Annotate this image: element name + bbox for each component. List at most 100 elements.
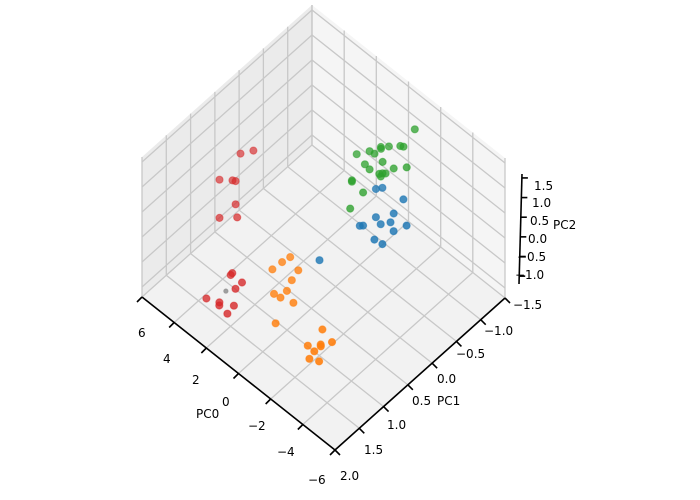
x-tick-label: 0 <box>222 395 230 409</box>
x-tick-label: 2 <box>192 373 200 387</box>
y-tick-label: 2.0 <box>340 469 359 483</box>
data-point <box>396 141 405 151</box>
data-point <box>303 341 312 350</box>
data-point <box>384 142 393 151</box>
z-grid-line <box>141 34 506 189</box>
data-point <box>231 200 240 209</box>
y-axis-label: PC1 <box>437 394 460 408</box>
z-tick-label: −1.0 <box>515 268 544 282</box>
data-point <box>229 301 238 310</box>
data-point <box>378 240 387 249</box>
data-point <box>371 213 380 222</box>
data-point <box>202 294 211 303</box>
data-point <box>359 221 368 230</box>
data-point <box>223 309 232 318</box>
z-tick-label: 0.0 <box>528 232 547 246</box>
y-grid-line <box>287 26 482 321</box>
z-grid-line <box>141 9 506 164</box>
z-axis-ticks: 1.5 1.0 0.5 0.0 −0.5 −1.0 PC2 <box>515 179 576 282</box>
x-tick <box>136 296 143 303</box>
z-tick-label: −0.5 <box>517 250 546 264</box>
data-point <box>226 270 235 280</box>
data-point <box>327 338 337 347</box>
x-axis-ticks: 6 4 2 0 −2 −4 −6 PC0 <box>138 326 326 487</box>
data-point <box>370 149 379 158</box>
data-point <box>360 160 369 169</box>
data-point <box>371 184 380 194</box>
y-grid-line <box>238 70 433 364</box>
axis-lines <box>136 173 528 456</box>
data-point <box>249 146 258 155</box>
data-point <box>215 213 224 222</box>
data-point <box>389 164 398 173</box>
data-point <box>375 169 384 178</box>
data-point <box>402 221 411 230</box>
data-point <box>305 354 314 363</box>
y-tick <box>455 340 462 347</box>
data-point <box>376 144 386 153</box>
data-point <box>310 347 319 356</box>
z-axis-label: PC2 <box>553 218 576 232</box>
data-point <box>268 265 277 274</box>
data-point <box>215 298 224 307</box>
data-point <box>389 209 398 218</box>
data-point <box>228 176 237 185</box>
data-point <box>315 357 324 366</box>
data-point <box>287 276 296 285</box>
z-tick-label: 1.0 <box>532 196 551 210</box>
y-tick-label: 0.5 <box>412 394 431 408</box>
y-axis-ticks: −1.5 −1.0 −0.5 0.0 0.5 1.0 1.5 2.0 PC1 <box>340 298 542 483</box>
data-point <box>365 165 374 174</box>
y-grid-line <box>214 91 409 386</box>
x-tick-label: −6 <box>308 473 326 487</box>
y-tick <box>480 319 487 326</box>
y-tick-label: 1.0 <box>387 418 406 432</box>
x-tick-label: −4 <box>277 445 295 459</box>
data-point <box>315 256 324 265</box>
data-point <box>215 175 224 184</box>
data-point <box>318 325 327 334</box>
x-tick <box>329 449 336 456</box>
x-tick <box>200 347 207 354</box>
y-tick-label: −0.5 <box>456 347 485 361</box>
data-point <box>316 340 325 349</box>
data-point <box>370 235 379 244</box>
y-grid-line <box>262 48 457 342</box>
y-grid-line <box>165 135 360 429</box>
z-grid-line <box>141 59 506 214</box>
y-tick <box>407 384 414 391</box>
data-point <box>389 227 398 236</box>
y-tick <box>431 362 438 369</box>
data-point <box>269 289 279 298</box>
data-point <box>289 298 298 307</box>
y-tick <box>358 427 365 434</box>
x-tick <box>232 372 240 380</box>
data-point <box>347 177 356 186</box>
x-tick <box>265 398 272 405</box>
z-grid-line <box>141 109 506 264</box>
y-grid-line <box>189 113 385 408</box>
y-tick-label: −1.0 <box>484 324 513 338</box>
x-tick-label: 6 <box>138 326 146 340</box>
x-tick-label: −2 <box>248 419 266 433</box>
data-point <box>399 195 408 204</box>
z-tick-label: 1.5 <box>534 179 553 193</box>
data-points <box>202 125 419 366</box>
data-point <box>237 278 247 287</box>
data-point <box>233 213 242 222</box>
data-point <box>378 183 387 192</box>
y-tick-label: −1.5 <box>513 298 542 312</box>
x-axis-label: PC0 <box>196 407 219 421</box>
z-grid-line <box>141 134 506 289</box>
z-tick-label: 0.5 <box>530 214 549 228</box>
x-tick <box>297 423 304 431</box>
data-point <box>278 258 287 267</box>
z-axis-line <box>518 173 523 285</box>
x-tick <box>168 321 175 329</box>
y-axis-line <box>334 297 506 451</box>
y-tick-label: 0.0 <box>437 372 456 386</box>
data-point <box>223 288 229 294</box>
data-point <box>282 286 291 295</box>
y-grid-line <box>311 5 506 299</box>
y-tick-label: 1.5 <box>364 443 383 457</box>
